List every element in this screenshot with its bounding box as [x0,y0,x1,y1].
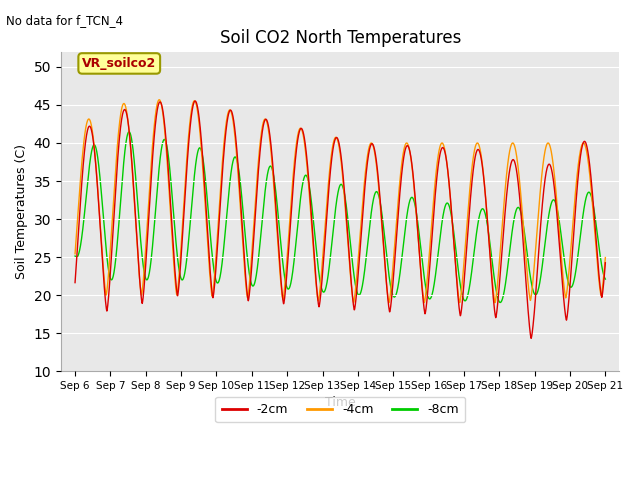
Title: Soil CO2 North Temperatures: Soil CO2 North Temperatures [220,29,461,48]
Y-axis label: Soil Temperatures (C): Soil Temperatures (C) [15,144,28,279]
X-axis label: Time: Time [325,396,356,409]
Text: No data for f_TCN_4: No data for f_TCN_4 [6,14,124,27]
Text: VR_soilco2: VR_soilco2 [82,57,156,70]
Legend: -2cm, -4cm, -8cm: -2cm, -4cm, -8cm [216,397,465,422]
